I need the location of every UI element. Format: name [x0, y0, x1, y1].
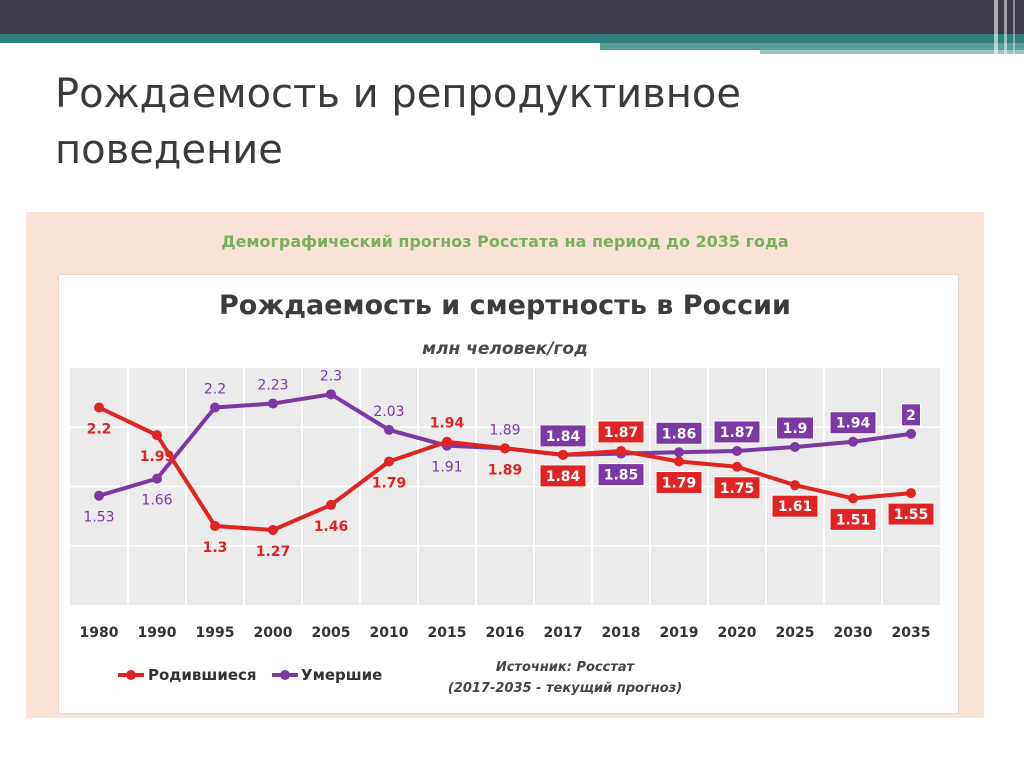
- source-line-2: (2017-2035 - текущий прогноз): [447, 681, 683, 696]
- source-note: Источник: Росстат (2017-2035 - текущий п…: [440, 657, 690, 699]
- chart-subtitle: млн человек/год: [422, 339, 588, 359]
- slide-title: Рождаемость и репродуктивное поведение: [55, 71, 741, 173]
- chart-title: Рождаемость и смертность в России: [219, 290, 791, 321]
- source-line-1: Источник: Росстат: [495, 660, 635, 675]
- top-decorative-bar: [0, 0, 1024, 64]
- panel-heading: Демографический прогноз Росстата на пери…: [221, 232, 789, 251]
